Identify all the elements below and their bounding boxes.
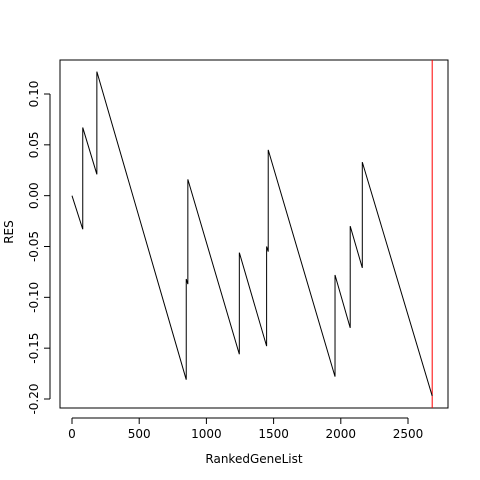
y-axis-label: RES <box>2 220 16 244</box>
plot-frame <box>59 59 449 409</box>
y-tick-label: -0.15 <box>27 333 41 364</box>
x-tick-label: 0 <box>68 427 76 441</box>
y-tick-label: -0.20 <box>27 383 41 414</box>
x-tick-label: 1500 <box>258 427 289 441</box>
plot-area <box>59 59 449 409</box>
y-tick-label: 0.10 <box>27 81 41 108</box>
x-tick-label: 1000 <box>191 427 222 441</box>
x-tick-label: 2000 <box>326 427 357 441</box>
axes: 0 500 1000 1500 2000 2500 -0.20 -0.15 -0.10 -0.05… <box>27 81 423 441</box>
y-tick-label: -0.05 <box>27 231 41 262</box>
x-axis-label: RankedGeneList <box>205 452 302 466</box>
series-line-0 <box>71 71 433 397</box>
y-tick-label: 0.00 <box>27 182 41 209</box>
x-tick-label: 500 <box>128 427 151 441</box>
x-tick-label: 2500 <box>393 427 424 441</box>
y-tick-label: 0.05 <box>27 131 41 158</box>
y-tick-label: -0.10 <box>27 282 41 313</box>
